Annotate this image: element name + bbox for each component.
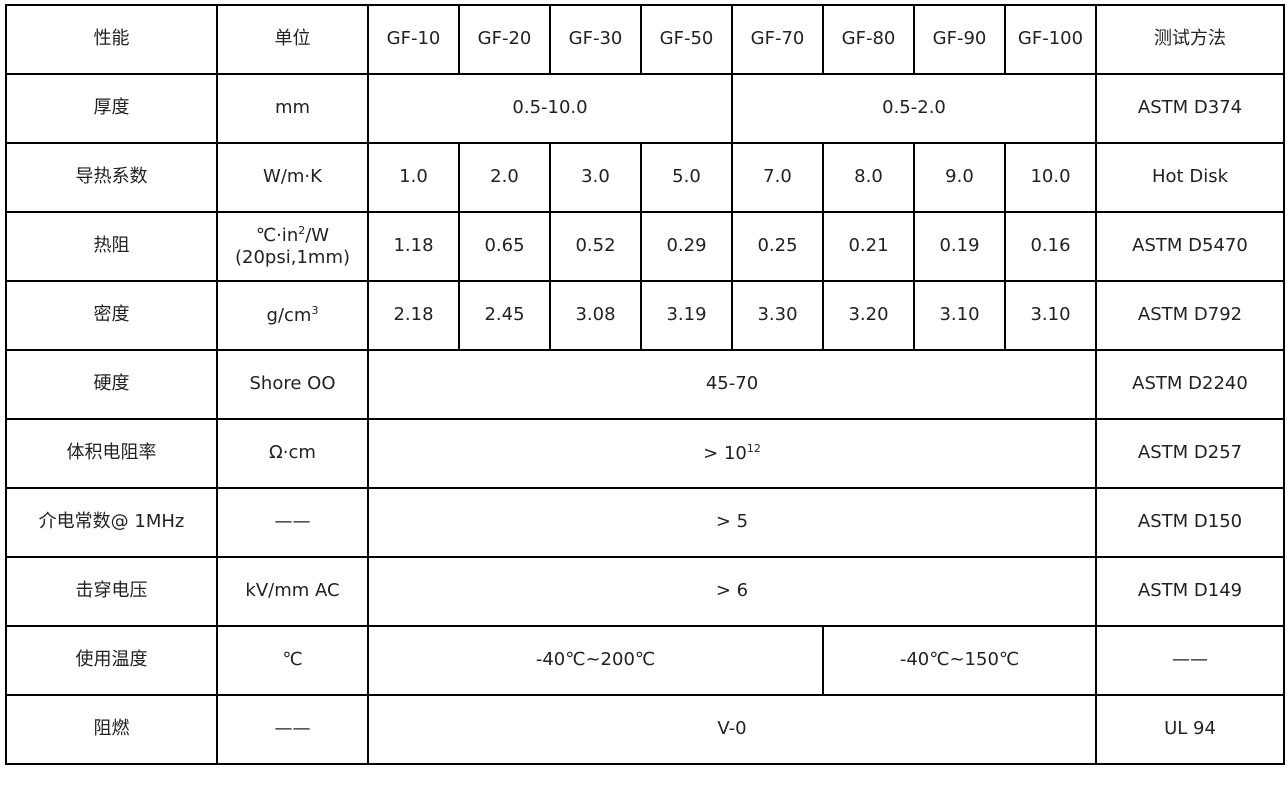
value-cell: 2.18 bbox=[367, 280, 460, 351]
value-sup: 12 bbox=[746, 441, 761, 455]
value-cell: 0.52 bbox=[549, 211, 642, 282]
property-cell: 击穿电压 bbox=[5, 556, 218, 627]
unit-cell: g/cm3 bbox=[216, 280, 369, 351]
unit-cell: —— bbox=[216, 487, 369, 558]
unit-condition: (20psi,1mm) bbox=[235, 247, 350, 268]
header-cell: GF-90 bbox=[913, 4, 1006, 75]
unit-cell: W/m·K bbox=[216, 142, 369, 213]
value-cell: -40℃~150℃ bbox=[822, 625, 1097, 696]
property-cell: 介电常数@ 1MHz bbox=[5, 487, 218, 558]
value-cell: 10.0 bbox=[1004, 142, 1097, 213]
value-cell: 0.29 bbox=[640, 211, 733, 282]
header-cell: 测试方法 bbox=[1095, 4, 1285, 75]
properties-table: 性能 单位 GF-10 GF-20 GF-30 GF-50 GF-70 GF-8… bbox=[5, 4, 1285, 765]
method-cell: ASTM D2240 bbox=[1095, 349, 1285, 420]
value-cell: 3.08 bbox=[549, 280, 642, 351]
property-cell: 厚度 bbox=[5, 73, 218, 144]
method-cell: ASTM D792 bbox=[1095, 280, 1285, 351]
method-cell: ASTM D5470 bbox=[1095, 211, 1285, 282]
header-cell: GF-80 bbox=[822, 4, 915, 75]
value-cell: 1.0 bbox=[367, 142, 460, 213]
header-cell: GF-50 bbox=[640, 4, 733, 75]
unit-cell: mm bbox=[216, 73, 369, 144]
unit-sup: 3 bbox=[311, 303, 319, 317]
value-cell: 5.0 bbox=[640, 142, 733, 213]
value-cell: 0.16 bbox=[1004, 211, 1097, 282]
value-cell: 3.19 bbox=[640, 280, 733, 351]
unit-text: ℃·in bbox=[255, 224, 299, 246]
table-row: 使用温度 ℃ -40℃~200℃ -40℃~150℃ —— bbox=[5, 625, 1285, 696]
method-cell: ASTM D149 bbox=[1095, 556, 1285, 627]
header-cell: 单位 bbox=[216, 4, 369, 75]
value-cell: 7.0 bbox=[731, 142, 824, 213]
method-cell: ASTM D374 bbox=[1095, 73, 1285, 144]
value-cell: 3.0 bbox=[549, 142, 642, 213]
header-cell: 性能 bbox=[5, 4, 218, 75]
property-cell: 导热系数 bbox=[5, 142, 218, 213]
unit-text: /W bbox=[305, 224, 330, 246]
value-cell: 0.65 bbox=[458, 211, 551, 282]
method-cell: Hot Disk bbox=[1095, 142, 1285, 213]
table-row: 硬度 Shore OO 45-70 ASTM D2240 bbox=[5, 349, 1285, 420]
value-cell: 8.0 bbox=[822, 142, 915, 213]
value-cell: 3.30 bbox=[731, 280, 824, 351]
value-cell: 2.45 bbox=[458, 280, 551, 351]
header-cell: GF-10 bbox=[367, 4, 460, 75]
value-cell: 0.5-10.0 bbox=[367, 73, 733, 144]
value-cell: 2.0 bbox=[458, 142, 551, 213]
property-cell: 使用温度 bbox=[5, 625, 218, 696]
value-cell: 0.25 bbox=[731, 211, 824, 282]
table-row: 密度 g/cm3 2.18 2.45 3.08 3.19 3.30 3.20 3… bbox=[5, 280, 1285, 351]
value-cell: V-0 bbox=[367, 694, 1097, 765]
property-cell: 密度 bbox=[5, 280, 218, 351]
method-cell: ASTM D257 bbox=[1095, 418, 1285, 489]
unit-text: g/cm bbox=[266, 304, 312, 326]
value-cell: 45-70 bbox=[367, 349, 1097, 420]
value-cell: > 1012 bbox=[367, 418, 1097, 489]
unit-cell: Shore OO bbox=[216, 349, 369, 420]
property-cell: 热阻 bbox=[5, 211, 218, 282]
value-cell: 9.0 bbox=[913, 142, 1006, 213]
method-cell: —— bbox=[1095, 625, 1285, 696]
method-cell: UL 94 bbox=[1095, 694, 1285, 765]
header-cell: GF-70 bbox=[731, 4, 824, 75]
header-cell: GF-30 bbox=[549, 4, 642, 75]
value-cell: 3.10 bbox=[1004, 280, 1097, 351]
header-row: 性能 单位 GF-10 GF-20 GF-30 GF-50 GF-70 GF-8… bbox=[5, 4, 1285, 75]
property-cell: 体积电阻率 bbox=[5, 418, 218, 489]
value-cell: > 5 bbox=[367, 487, 1097, 558]
table-row: 厚度 mm 0.5-10.0 0.5-2.0 ASTM D374 bbox=[5, 73, 1285, 144]
method-cell: ASTM D150 bbox=[1095, 487, 1285, 558]
table-row: 阻燃 —— V-0 UL 94 bbox=[5, 694, 1285, 765]
unit-cell: —— bbox=[216, 694, 369, 765]
value-text: > 10 bbox=[703, 442, 747, 464]
value-cell: 1.18 bbox=[367, 211, 460, 282]
unit-cell: kV/mm AC bbox=[216, 556, 369, 627]
value-cell: 3.20 bbox=[822, 280, 915, 351]
table-row: 体积电阻率 Ω·cm > 1012 ASTM D257 bbox=[5, 418, 1285, 489]
header-cell: GF-20 bbox=[458, 4, 551, 75]
header-cell: GF-100 bbox=[1004, 4, 1097, 75]
value-cell: 0.5-2.0 bbox=[731, 73, 1097, 144]
table-row: 介电常数@ 1MHz —— > 5 ASTM D150 bbox=[5, 487, 1285, 558]
value-cell: 0.19 bbox=[913, 211, 1006, 282]
table-row: 击穿电压 kV/mm AC > 6 ASTM D149 bbox=[5, 556, 1285, 627]
value-cell: > 6 bbox=[367, 556, 1097, 627]
property-cell: 硬度 bbox=[5, 349, 218, 420]
value-cell: 3.10 bbox=[913, 280, 1006, 351]
property-cell: 阻燃 bbox=[5, 694, 218, 765]
unit-sup: 2 bbox=[298, 223, 306, 237]
table-row: 热阻 ℃·in2/W (20psi,1mm) 1.18 0.65 0.52 0.2… bbox=[5, 211, 1285, 282]
value-cell: 0.21 bbox=[822, 211, 915, 282]
value-cell: -40℃~200℃ bbox=[367, 625, 824, 696]
table-row: 导热系数 W/m·K 1.0 2.0 3.0 5.0 7.0 8.0 9.0 1… bbox=[5, 142, 1285, 213]
unit-cell: Ω·cm bbox=[216, 418, 369, 489]
unit-cell: ℃ bbox=[216, 625, 369, 696]
unit-cell: ℃·in2/W (20psi,1mm) bbox=[216, 211, 369, 282]
